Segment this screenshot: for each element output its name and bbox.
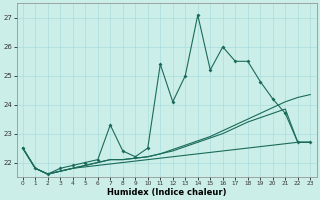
X-axis label: Humidex (Indice chaleur): Humidex (Indice chaleur) (107, 188, 226, 197)
